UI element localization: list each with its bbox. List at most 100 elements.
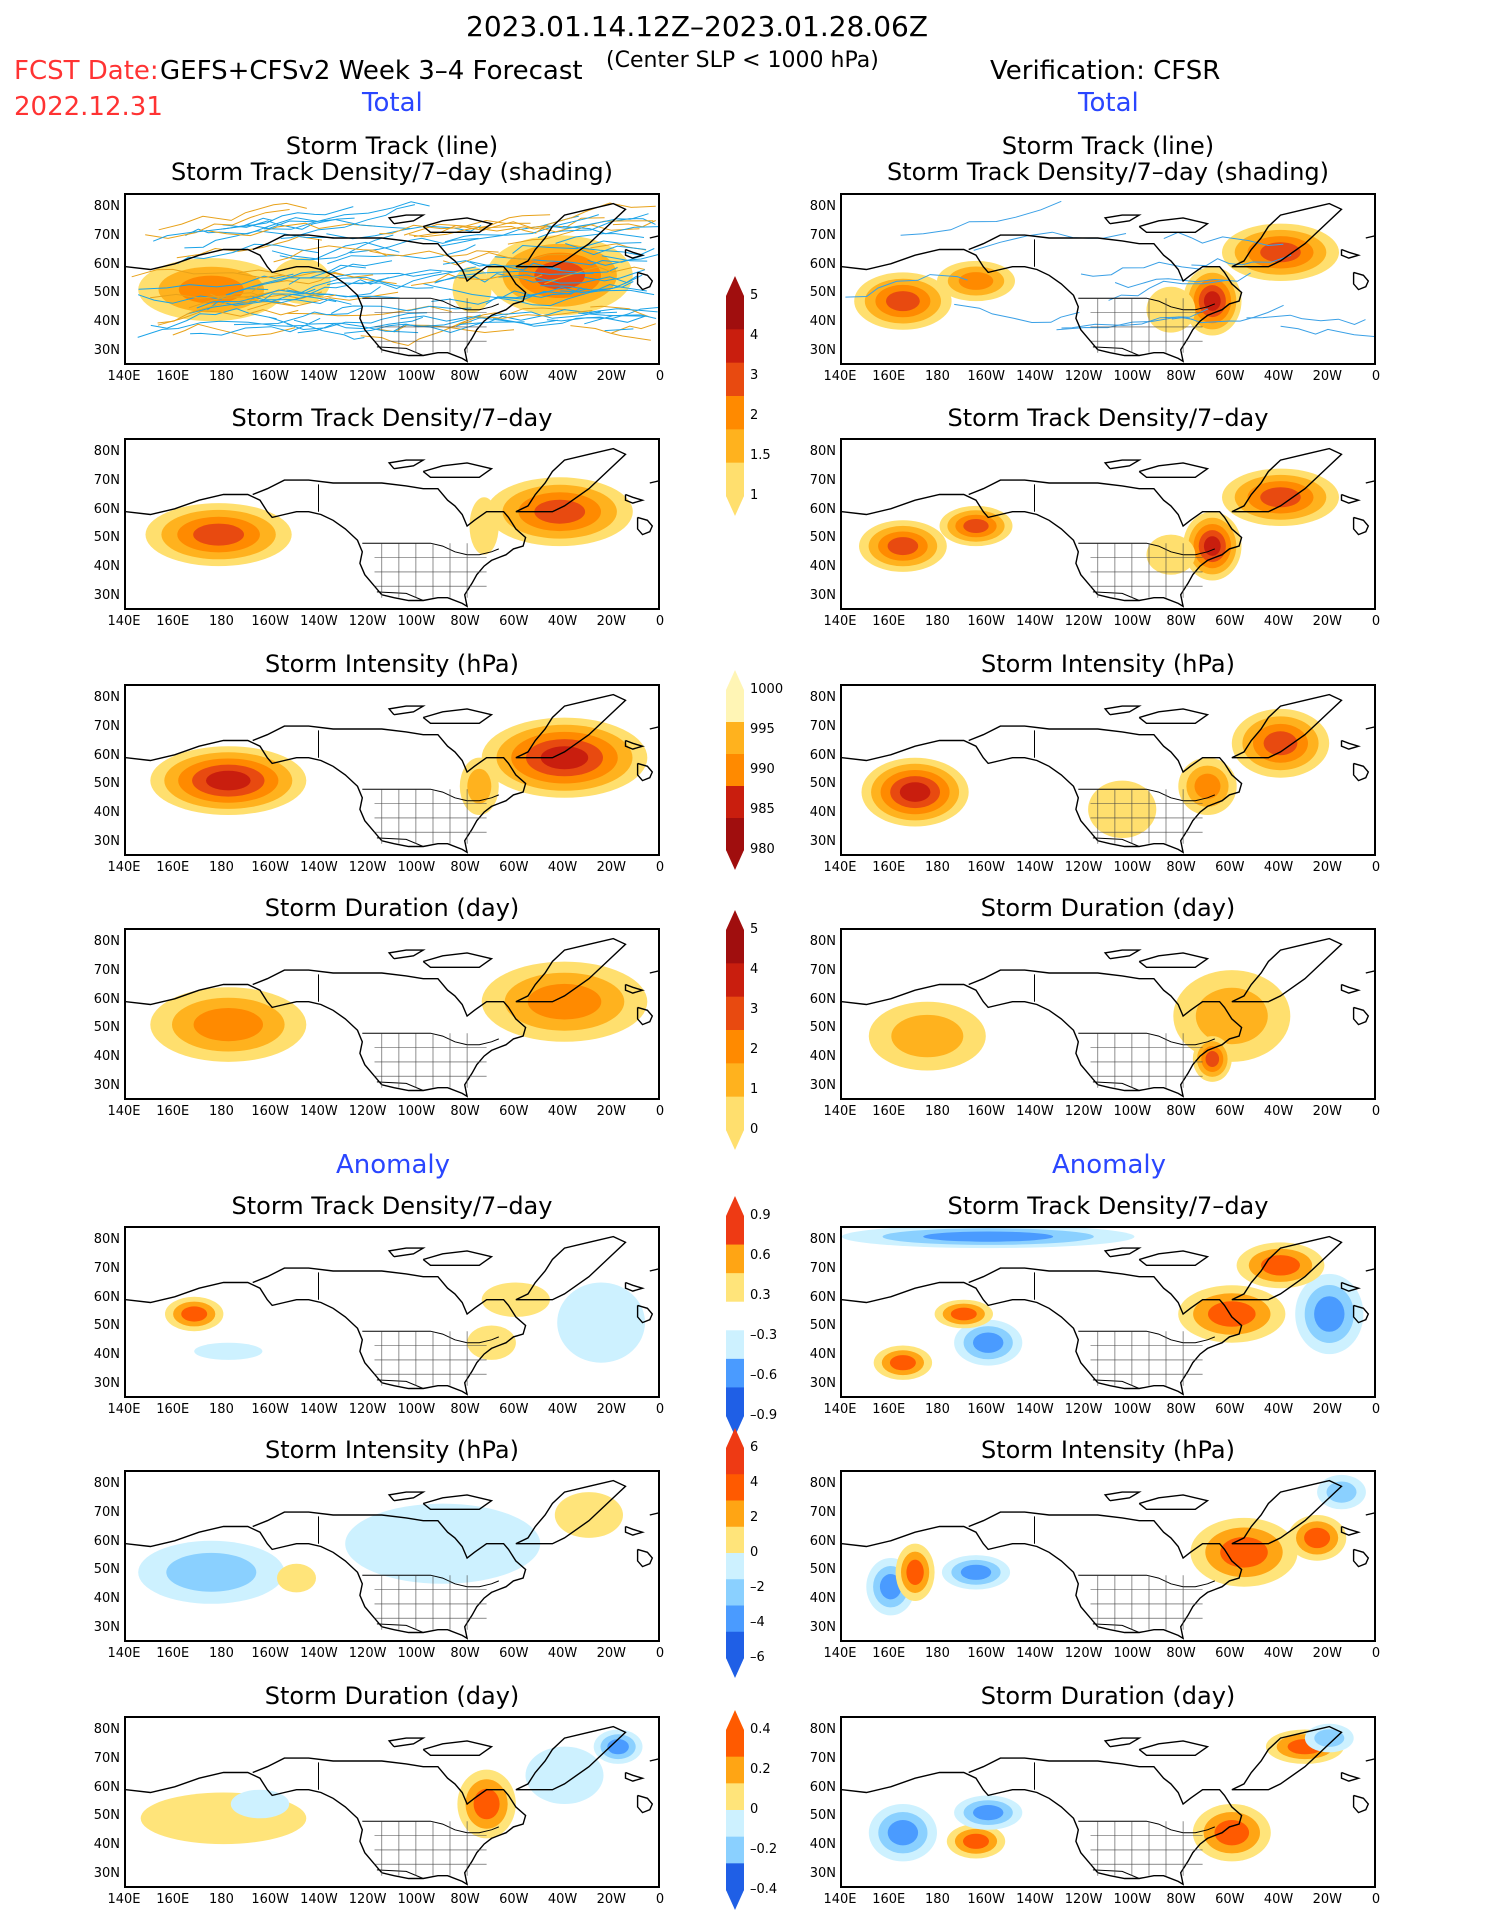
coastline [126,1281,395,1387]
coastline [422,708,494,724]
coastline [252,725,527,854]
map-panel-forecast-duration_total [124,928,660,1100]
lon-tick-label: 140E [107,1646,141,1661]
lon-tick-label: 140E [823,860,857,875]
storm-track-line [150,308,277,329]
panel-title: Storm Track (line) [1001,132,1215,160]
lon-tick-label: 20W [1312,1646,1342,1661]
coastline [1231,447,1343,513]
coastline [636,271,654,291]
map-panel-observed-density_total [840,438,1376,610]
lon-tick-label: 0 [655,369,665,384]
lat-tick-label: 40N [809,805,836,820]
lon-tick-label: 140E [107,1104,141,1119]
colorbar-swatch [726,786,744,819]
storm-track-line [246,218,411,230]
colorbar-swatch [726,296,744,330]
colorbar-label: 0.9 [750,1208,771,1223]
coastline [1103,949,1142,960]
coastline [1103,705,1142,716]
coastline [649,235,658,239]
coastline [1352,516,1370,536]
coastline [1365,480,1374,484]
lon-tick-label: 160W [967,1402,1005,1417]
coastline [362,1330,499,1344]
lon-tick-label: 100W [397,1402,436,1417]
coastline [362,542,499,556]
lon-tick-label: 180 [209,860,234,875]
colorbar-intensity_anom [726,1428,744,1678]
coastline [515,1725,627,1791]
field-blob [887,1820,919,1846]
lat-tick-label: 70N [93,1751,120,1766]
lon-tick-label: 180 [209,1892,234,1907]
colorbar-label: 990 [750,762,775,777]
storm-track-line [249,286,381,303]
lon-tick-label: 0 [1371,1402,1381,1417]
section-anomaly-right: Anomaly [1052,1150,1167,1180]
lat-tick-label: 80N [93,444,120,460]
lat-tick-label: 70N [809,1261,836,1276]
lat-tick-label: 80N [809,690,836,706]
lat-tick-label: 60N [809,1533,836,1549]
map-canvas [842,1228,1374,1396]
lon-tick-label: 180 [925,614,950,629]
field-blob [277,1563,316,1593]
coastline [968,234,1243,363]
lon-tick-label: 60W [1215,1646,1245,1661]
field-blob [891,1014,964,1058]
field-blob [889,1355,916,1371]
storm-track-line [1056,308,1209,331]
lat-tick-label: 50N [93,1808,120,1824]
storm-track-line [954,303,1080,324]
lon-tick-label: 160W [967,1892,1005,1907]
lon-tick-label: 140E [823,1646,857,1661]
lat-tick-label: 30N [93,1865,120,1881]
field-blob [1088,780,1157,838]
field-blob [973,1332,1004,1353]
colorbar-label: 3 [750,368,759,383]
colorbar-label: 995 [750,722,775,737]
field-blob [206,770,251,791]
lon-tick-label: 20W [1312,1402,1342,1417]
colorbar-label: 0.6 [750,1248,771,1263]
panel-title: Storm Duration (day) [980,1682,1236,1710]
storm-track-line [411,273,543,286]
lon-tick-label: 140E [823,369,857,384]
storm-track-line [1080,261,1202,277]
storm-track-line [349,237,479,254]
colorbar-swatch [726,1030,744,1064]
map-canvas [126,693,658,854]
field-blob [527,983,602,1020]
lon-tick-label: 100W [1113,614,1152,629]
field-blob [557,1282,645,1363]
storm-track-line [498,274,638,284]
lat-tick-label: 80N [809,444,836,460]
lon-tick-label: 120W [348,369,387,384]
lon-tick-label: 80W [450,1892,480,1907]
colorbar-swatch [726,1863,744,1891]
storm-track-line [196,288,316,309]
storm-track-line [238,269,397,285]
colorbar-swatch [726,462,744,497]
lon-tick-label: 160E [156,1892,190,1907]
lon-tick-label: 0 [655,860,665,875]
colorbar-swatch [726,1810,744,1838]
lon-tick-label: 60W [1215,614,1245,629]
storm-track-line [145,209,290,239]
field-blob [452,266,492,313]
colorbar-swatch [726,1330,744,1360]
colorbar-swatch [726,429,744,464]
storm-track-line [584,314,657,325]
storm-track-line [286,277,389,295]
lon-tick-label: 180 [925,1646,950,1661]
colorbar-label: 6 [750,1440,759,1455]
lon-tick-label: 0 [655,1646,665,1661]
lat-tick-label: 80N [93,934,120,950]
coastline [649,970,658,974]
field-blob [906,1559,924,1585]
colorbar-swatch [726,690,744,723]
lon-tick-label: 160W [967,614,1005,629]
storm-track-line [279,234,394,261]
storm-track-line [450,307,566,329]
